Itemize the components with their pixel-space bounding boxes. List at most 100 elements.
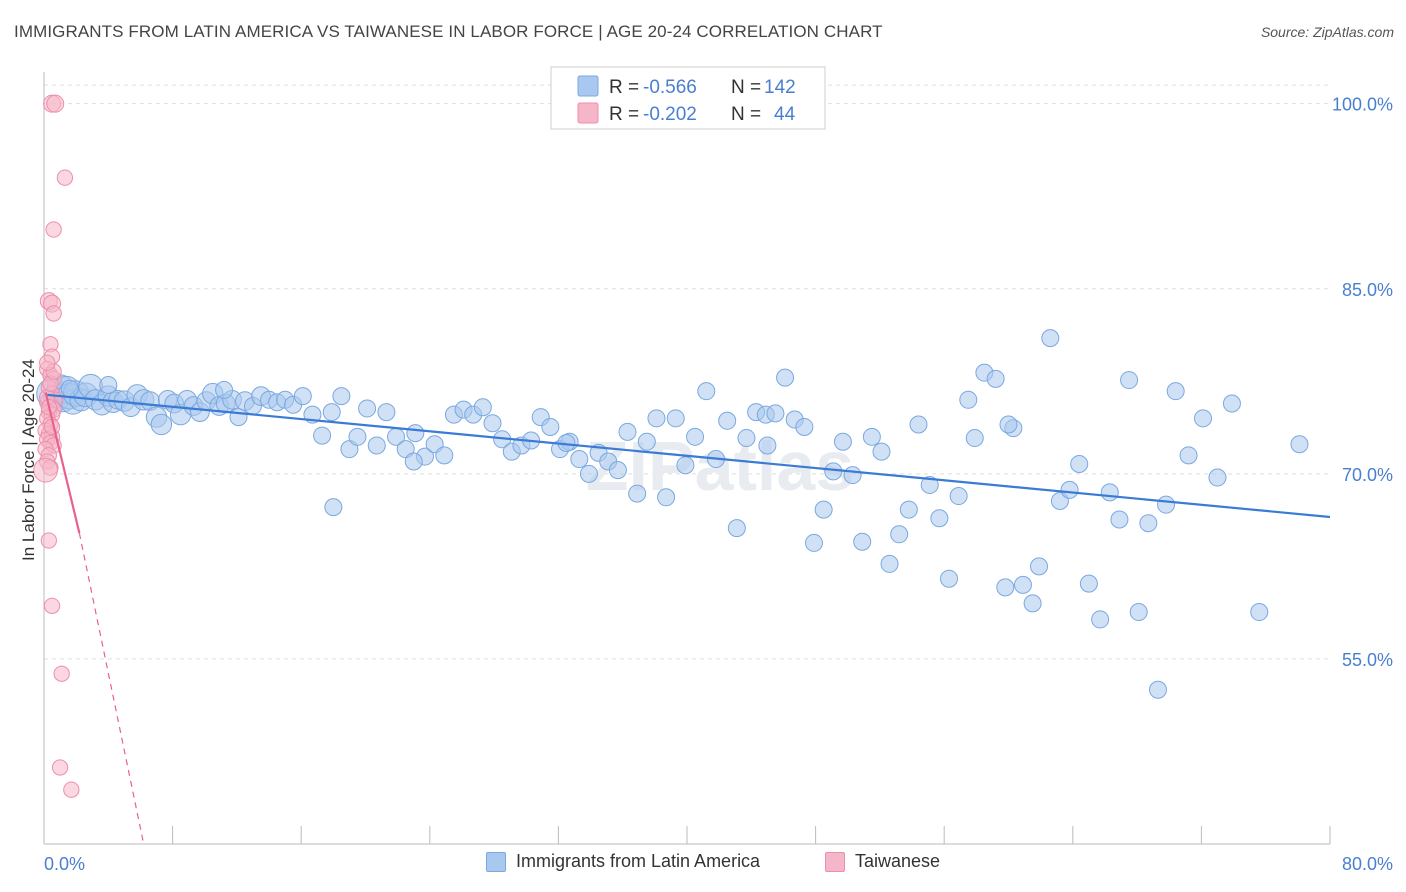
legend-swatch-pink (577, 102, 599, 124)
point-latin-america (1208, 468, 1227, 487)
point-latin-america (899, 500, 918, 519)
legend-r-label-blue: R = (609, 77, 639, 98)
source-label: Source: ZipAtlas.com (1260, 24, 1394, 40)
point-latin-america (60, 379, 79, 398)
point-latin-america (697, 382, 716, 401)
point-latin-america (1250, 603, 1269, 622)
point-latin-america (1110, 510, 1129, 529)
point-latin-america (637, 432, 656, 451)
trendline-taiwanese (44, 392, 81, 534)
legend-r-label-pink: R = (609, 104, 639, 125)
point-latin-america (358, 399, 377, 418)
point-latin-america (1060, 480, 1079, 499)
legend-n-label-pink: N = (731, 104, 761, 125)
series-immigrants-latin-america (36, 329, 1309, 699)
point-latin-america (313, 426, 332, 445)
point-latin-america (404, 452, 423, 471)
point-latin-america (229, 408, 248, 427)
point-latin-america (920, 475, 939, 494)
chart-title: IMMIGRANTS FROM LATIN AMERICA VS TAIWANE… (14, 22, 883, 41)
legend-item-latin-america[interactable]: Immigrants from Latin America (486, 851, 760, 872)
point-latin-america (324, 498, 343, 517)
x-tick-label: 80.0% (1342, 854, 1393, 874)
y-axis-label: In Labor Force | Age 20-24 (19, 359, 38, 561)
point-latin-america (1041, 329, 1060, 348)
point-latin-america (890, 525, 909, 544)
point-latin-america (367, 436, 386, 455)
series-taiwanese (33, 94, 80, 798)
point-latin-america (348, 427, 367, 446)
tick-labels: 55.0% 70.0% 85.0% 100.0% 0.0% 80.0% (44, 95, 1393, 874)
legend-item-taiwanese[interactable]: Taiwanese (825, 851, 940, 872)
point-latin-america (795, 417, 814, 436)
point-latin-america (758, 436, 777, 455)
point-latin-america (150, 413, 173, 436)
point-latin-america (1157, 495, 1176, 514)
legend-n-label-blue: N = (731, 77, 761, 98)
point-taiwanese (63, 781, 80, 798)
trendline-latin-america (47, 393, 1331, 519)
point-latin-america (99, 376, 118, 394)
point-latin-america (880, 554, 899, 573)
point-latin-america (814, 500, 833, 519)
point-taiwanese (51, 759, 69, 776)
point-latin-america (1129, 603, 1148, 622)
point-latin-america (618, 422, 637, 441)
point-latin-america (332, 387, 351, 406)
legend-swatch-blue (577, 75, 599, 97)
point-latin-america (853, 532, 872, 551)
point-taiwanese (45, 221, 62, 238)
point-latin-america (737, 429, 756, 448)
point-latin-america (1091, 610, 1110, 629)
point-taiwanese (56, 169, 74, 186)
point-latin-america (1222, 394, 1241, 413)
y-tick-label: 55.0% (1342, 650, 1393, 670)
point-latin-america (930, 509, 949, 528)
point-latin-america (628, 484, 647, 503)
y-tick-label: 100.0% (1332, 95, 1393, 115)
point-latin-america (215, 380, 234, 399)
point-latin-america (766, 404, 785, 423)
point-latin-america (996, 578, 1015, 597)
point-latin-america (676, 456, 695, 475)
point-latin-america (1079, 574, 1098, 593)
point-latin-america (909, 415, 928, 434)
grid (44, 84, 1330, 660)
point-latin-america (579, 464, 598, 483)
x-tick-label: 0.0% (44, 854, 85, 874)
point-latin-america (1166, 382, 1185, 401)
legend-stats: R = -0.566 N = 142 R = -0.202 N = 44 (550, 66, 826, 130)
point-latin-america (570, 450, 589, 469)
point-latin-america (965, 429, 984, 448)
point-latin-america (541, 417, 560, 436)
trend-lines (44, 392, 1331, 845)
point-latin-america (1120, 371, 1139, 390)
legend-r-value-pink: -0.202 (643, 104, 697, 125)
point-latin-america (1148, 680, 1167, 699)
point-taiwanese (33, 457, 59, 483)
point-latin-america (1100, 483, 1119, 502)
point-latin-america (718, 411, 737, 430)
point-latin-america (406, 424, 425, 443)
point-taiwanese (40, 532, 57, 549)
point-latin-america (804, 533, 823, 552)
point-taiwanese (53, 665, 70, 682)
point-latin-america (647, 409, 666, 428)
point-latin-america (435, 446, 454, 465)
point-latin-america (608, 461, 627, 480)
legend-label-latin-america: Immigrants from Latin America (516, 851, 761, 871)
point-latin-america (293, 387, 312, 406)
point-latin-america (843, 466, 862, 485)
point-latin-america (1139, 514, 1158, 533)
point-latin-america (1070, 454, 1089, 473)
point-latin-america (1179, 446, 1198, 465)
y-tick-label: 85.0% (1342, 280, 1393, 300)
point-latin-america (483, 414, 502, 433)
legend-bottom: Immigrants from Latin America Taiwanese (0, 851, 1406, 879)
point-latin-america (1194, 409, 1213, 428)
point-taiwanese (45, 305, 62, 322)
legend-n-value-pink: 44 (774, 104, 796, 125)
point-taiwanese (46, 94, 65, 113)
point-latin-america (1030, 557, 1049, 576)
